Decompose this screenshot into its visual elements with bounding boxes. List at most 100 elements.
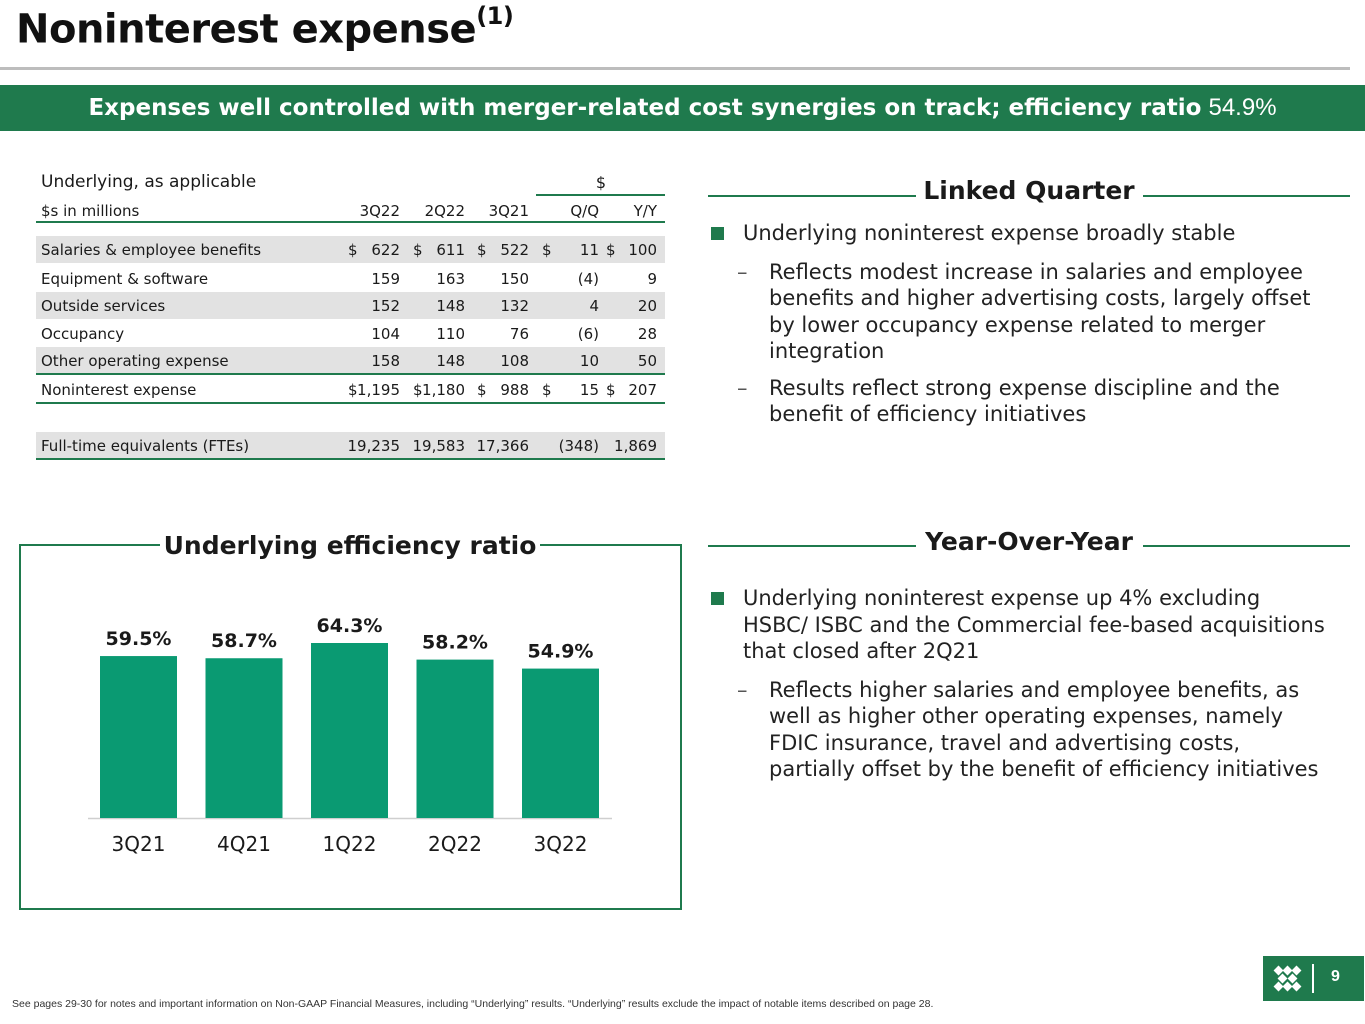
table-cell: 108 bbox=[500, 351, 529, 370]
table-row: Outside services 152 148 132 4 20 bbox=[36, 292, 665, 319]
currency-symbol: $ bbox=[477, 240, 487, 259]
sub-bullet-item: – Reflects modest increase in salaries a… bbox=[737, 259, 1311, 364]
bullet-item: Underlying noninterest expense up 4% exc… bbox=[708, 585, 1328, 665]
table-cell: 522 bbox=[500, 240, 529, 259]
table-cell: 100 bbox=[628, 240, 657, 259]
currency-symbol: $ bbox=[413, 240, 423, 259]
table-group-header: $ bbox=[595, 173, 606, 192]
table-cell: 9 bbox=[647, 269, 657, 288]
currency-symbol: $ bbox=[348, 240, 358, 259]
summary-banner: Expenses well controlled with merger-rel… bbox=[0, 85, 1365, 131]
table-row: Equipment & software 159 163 150 (4) 9 bbox=[36, 265, 665, 292]
bullet-square-icon bbox=[711, 227, 724, 240]
table-cell: 28 bbox=[637, 324, 657, 343]
table-cell: 158 bbox=[371, 351, 400, 370]
table-row: Occupancy 104 110 76 (6) 28 bbox=[36, 320, 665, 347]
table-cell: 988 bbox=[500, 380, 529, 399]
table-cell: 207 bbox=[628, 380, 657, 399]
table-cell: 50 bbox=[637, 351, 657, 370]
table-cell: 19,235 bbox=[347, 436, 401, 455]
table-cell: 132 bbox=[500, 296, 529, 315]
table-row: Full-time equivalents (FTEs) 19,235 19,583… bbox=[36, 432, 665, 459]
yoy-rule-right bbox=[1143, 545, 1350, 547]
header-rule bbox=[36, 221, 665, 223]
table-cell: 1,195 bbox=[357, 380, 400, 399]
linked-quarter-bullets: Underlying noninterest expense broadly s… bbox=[708, 220, 1328, 438]
currency-symbol: $ bbox=[606, 240, 616, 259]
row-label: Equipment & software bbox=[41, 269, 209, 288]
currency-symbol: $ bbox=[413, 380, 423, 399]
banner-ratio: 54.9% bbox=[1208, 94, 1277, 121]
table-cell: 20 bbox=[637, 296, 657, 315]
yoy-rule-left bbox=[708, 545, 916, 547]
dash-icon: – bbox=[737, 375, 748, 400]
row-label: Noninterest expense bbox=[41, 380, 197, 399]
page-number: 9 bbox=[1331, 968, 1340, 985]
page-title: Noninterest expense(1) bbox=[16, 2, 514, 53]
title-footnote-ref: (1) bbox=[476, 2, 514, 30]
column-header: 3Q22 bbox=[359, 202, 400, 220]
group-header-rule bbox=[536, 194, 665, 196]
column-header: Q/Q bbox=[570, 202, 599, 220]
table-cell: 622 bbox=[371, 240, 400, 259]
table-cell: 15 bbox=[579, 380, 599, 399]
yoy-bullets: Underlying noninterest expense up 4% exc… bbox=[708, 585, 1328, 793]
table-cell: (4) bbox=[577, 269, 599, 288]
table-cell: 1,869 bbox=[614, 436, 657, 455]
currency-symbol: $ bbox=[542, 240, 552, 259]
table-cell: 148 bbox=[436, 296, 465, 315]
table-row: Noninterest expense $1,195 $1,180 $988 $15 $2… bbox=[36, 376, 665, 403]
row-rule bbox=[36, 402, 665, 404]
dash-icon: – bbox=[737, 259, 748, 284]
logo-separator bbox=[1312, 964, 1314, 993]
row-rule bbox=[36, 458, 665, 460]
sub-bullet-item: – Results reflect strong expense discipl… bbox=[737, 375, 1280, 427]
table-cell: 150 bbox=[500, 269, 529, 288]
table-cell: 4 bbox=[589, 296, 599, 315]
row-label: Salaries & employee benefits bbox=[41, 240, 262, 259]
dash-icon: – bbox=[737, 677, 748, 702]
sub-bullet-item: – Reflects higher salaries and employee … bbox=[737, 677, 1319, 782]
table-cell: 163 bbox=[436, 269, 465, 288]
table-cell: (6) bbox=[577, 324, 599, 343]
table-cell: 11 bbox=[579, 240, 599, 259]
banner-text: Expenses well controlled with merger-rel… bbox=[88, 95, 1202, 121]
row-label: Full-time equivalents (FTEs) bbox=[41, 436, 250, 455]
row-label: Outside services bbox=[41, 296, 166, 315]
table-cell: (348) bbox=[558, 436, 599, 455]
linked-quarter-rule-right bbox=[1143, 195, 1350, 197]
row-label: Occupancy bbox=[41, 324, 125, 343]
table-cell: 1,180 bbox=[422, 380, 465, 399]
linked-quarter-rule-left bbox=[708, 195, 916, 197]
table-row: Other operating expense 158 148 108 10 50 bbox=[36, 347, 665, 374]
column-header: Y/Y bbox=[633, 202, 657, 220]
table-cell: 148 bbox=[436, 351, 465, 370]
table-cell: 76 bbox=[509, 324, 529, 343]
table-cell: 19,583 bbox=[412, 436, 466, 455]
currency-symbol: $ bbox=[348, 380, 358, 399]
table-cell: 17,366 bbox=[476, 436, 530, 455]
table-row: Salaries & employee benefits $622 $611 $522… bbox=[36, 236, 665, 263]
linked-quarter-heading: Linked Quarter bbox=[923, 176, 1135, 205]
table-units-label: $s in millions bbox=[41, 202, 140, 220]
table-cell: 104 bbox=[371, 324, 400, 343]
brand-logo-icon bbox=[1273, 965, 1302, 992]
column-header: 2Q22 bbox=[424, 202, 465, 220]
title-divider bbox=[0, 67, 1350, 70]
currency-symbol: $ bbox=[542, 380, 552, 399]
footnote: See pages 29-30 for notes and important … bbox=[12, 998, 934, 1010]
row-label: Other operating expense bbox=[41, 351, 229, 370]
table-cell: 152 bbox=[371, 296, 400, 315]
chart-title-backdrop bbox=[160, 528, 540, 564]
table-cell: 611 bbox=[436, 240, 465, 259]
table-cell: 10 bbox=[579, 351, 599, 370]
currency-symbol: $ bbox=[477, 380, 487, 399]
chart-title: Underlying efficiency ratio bbox=[163, 531, 537, 560]
bullet-item: Underlying noninterest expense broadly s… bbox=[708, 220, 1328, 247]
brand-logo-badge: 9 bbox=[1263, 956, 1364, 1001]
column-header: 3Q21 bbox=[488, 202, 529, 220]
row-rule bbox=[36, 373, 665, 375]
yoy-heading: Year-Over-Year bbox=[925, 527, 1133, 556]
table-caption: Underlying, as applicable bbox=[41, 172, 257, 192]
efficiency-chart-frame bbox=[19, 544, 682, 910]
